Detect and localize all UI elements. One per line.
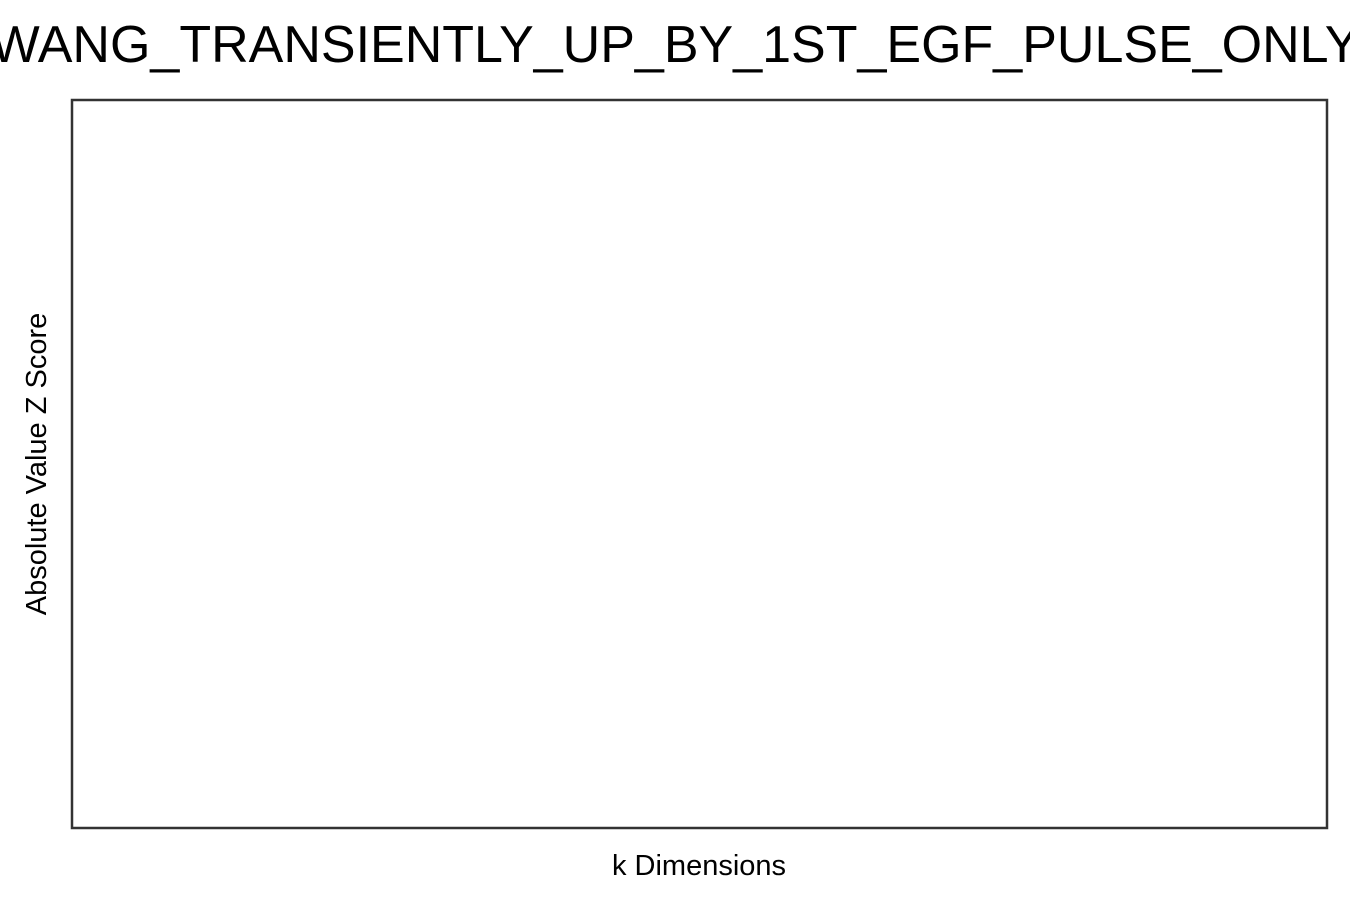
x-axis-label: k Dimensions <box>612 850 786 882</box>
plot-area <box>70 98 1329 830</box>
y-axis-label: Absolute Value Z Score <box>21 313 53 616</box>
chart-title: WANG_TRANSIENTLY_UP_BY_1ST_EGF_PULSE_ONL… <box>0 16 1350 74</box>
